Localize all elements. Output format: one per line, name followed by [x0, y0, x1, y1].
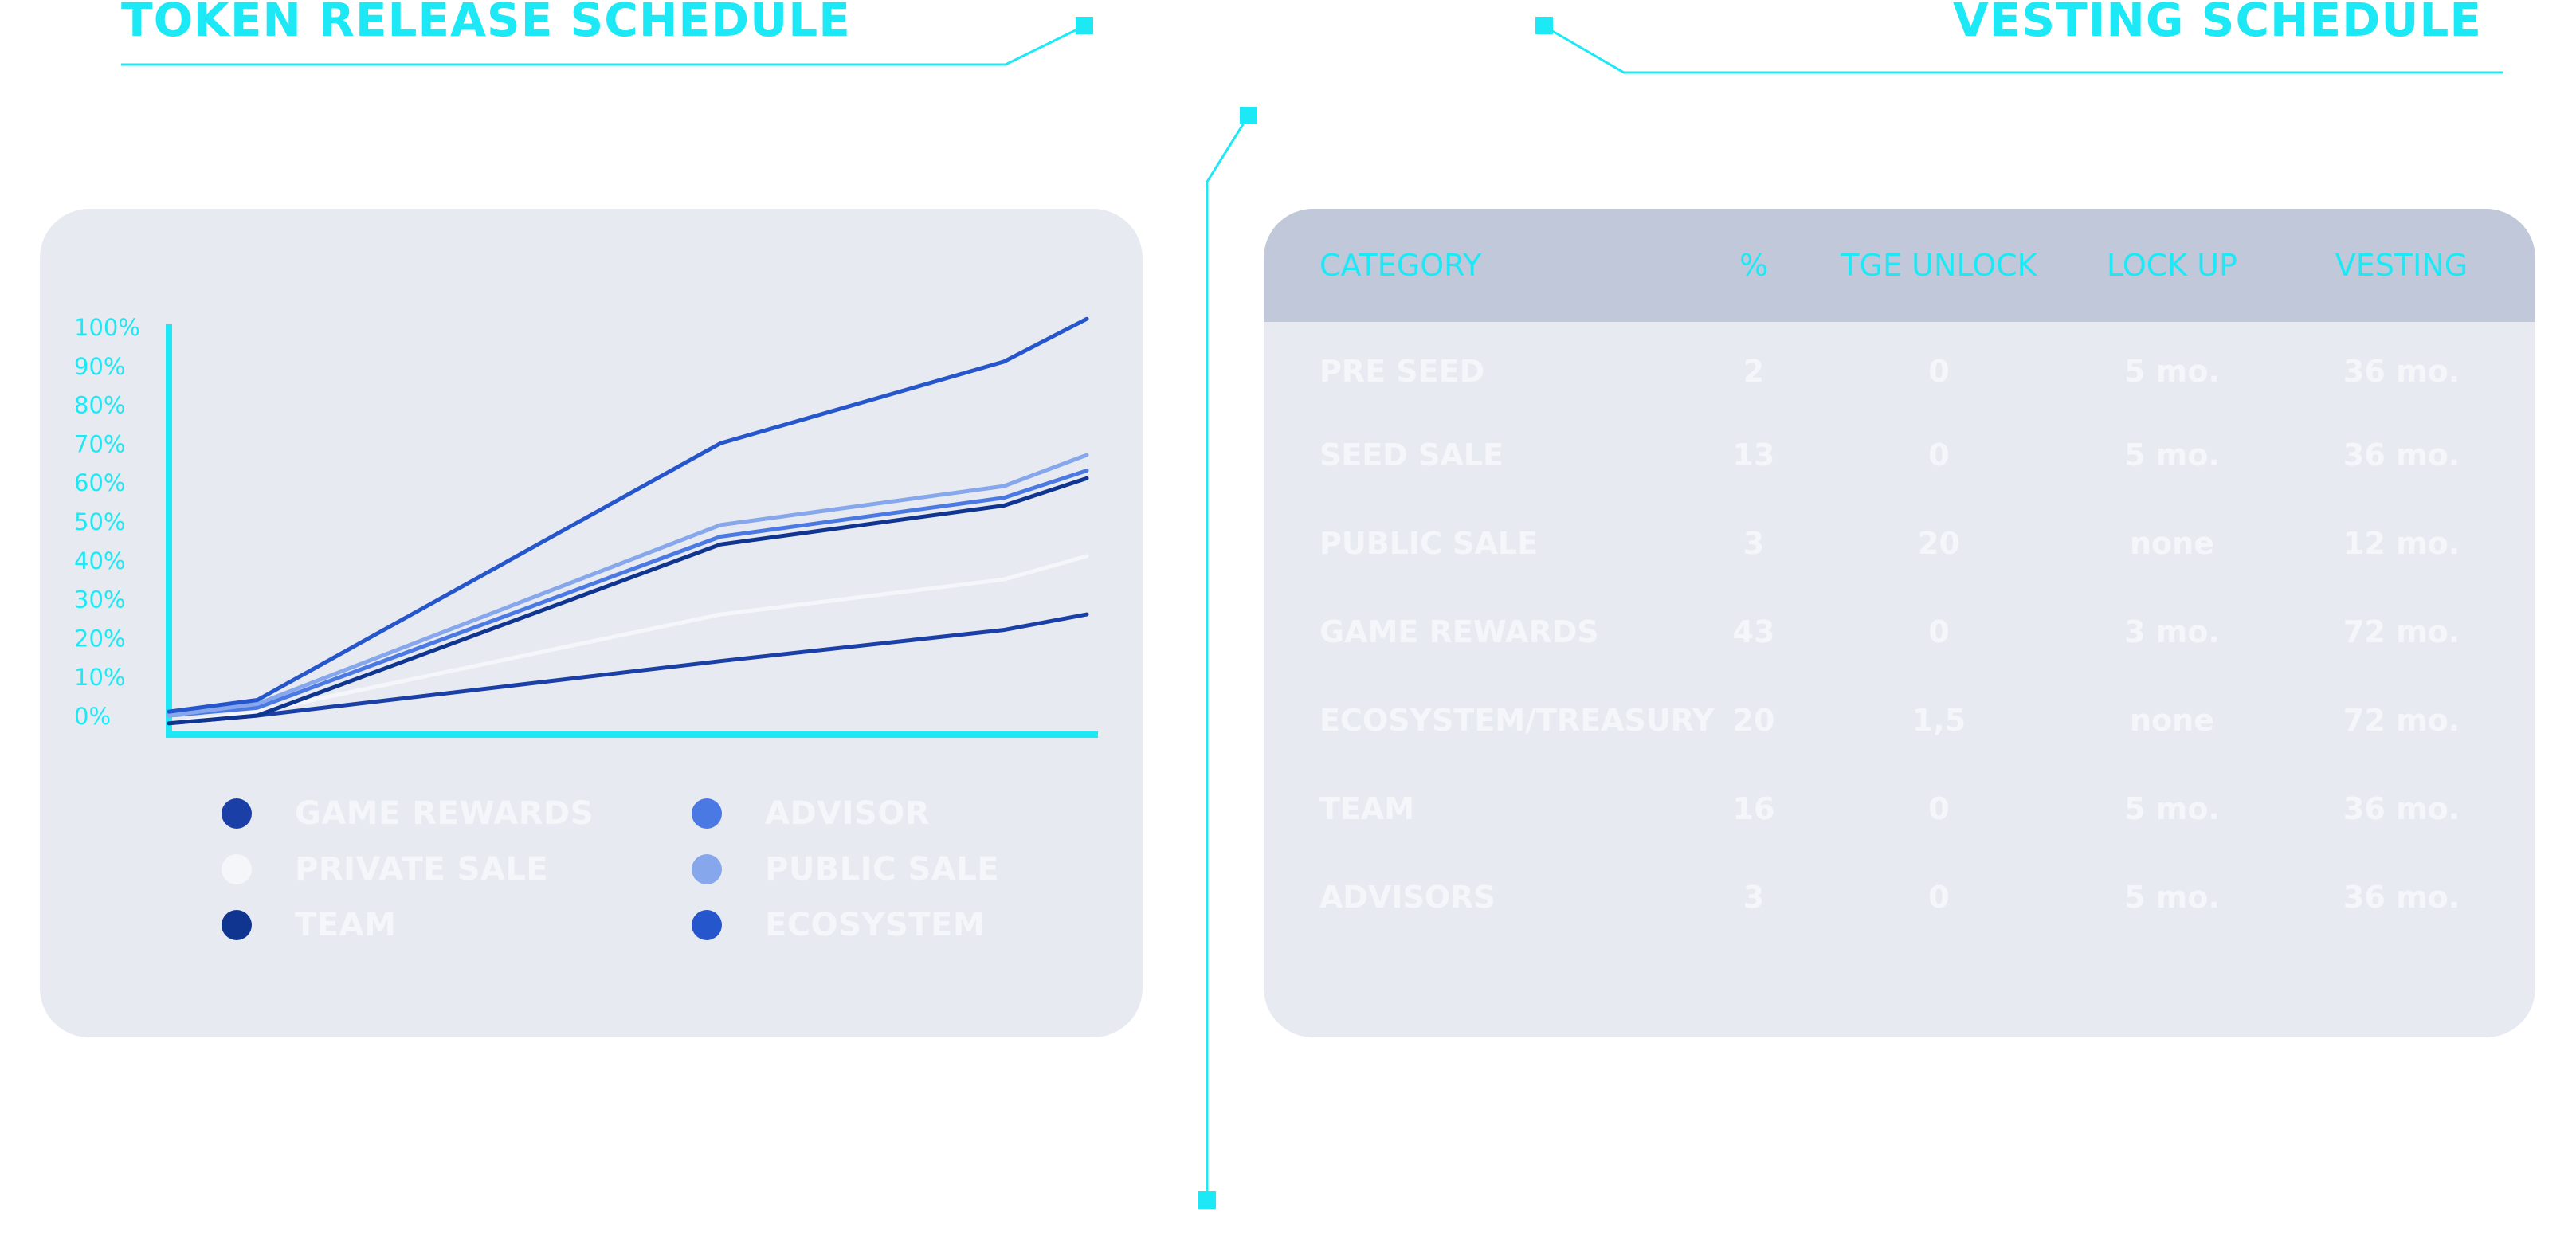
table-row: TEAM 16 0 5 mo. 36 mo.: [1264, 764, 2535, 853]
table-row: PUBLIC SALE 3 20 none 12 mo.: [1264, 499, 2535, 587]
chart-legend: GAME REWARDS ADVISOR PRIVATE SALE PUBLIC…: [222, 795, 1018, 943]
cell-category: ADVISORS: [1319, 879, 1496, 915]
y-tick-label: 0%: [74, 703, 111, 730]
cell-percent: 3: [1743, 879, 1765, 915]
y-tick-label: 50%: [74, 508, 125, 535]
legend-item: PUBLIC SALE: [692, 851, 1018, 888]
series-line-ecosystem: [167, 316, 1089, 714]
cell-tge-unlock: 0: [1928, 353, 1950, 389]
legend-label: GAME REWARDS: [295, 795, 594, 832]
cell-vesting: 36 mo.: [2343, 790, 2460, 826]
header-vesting: VESTING: [2335, 248, 2468, 283]
legend-label: ADVISOR: [765, 795, 931, 832]
cell-category: PUBLIC SALE: [1319, 525, 1539, 561]
cell-category: GAME REWARDS: [1319, 614, 1599, 649]
legend-swatch: [222, 910, 252, 940]
divider-bottom-node: [1198, 1191, 1216, 1209]
cell-tge-unlock: 0: [1928, 437, 1950, 473]
cell-percent: 2: [1743, 353, 1765, 389]
table-row: SEED SALE 13 0 5 mo. 36 mo.: [1264, 410, 2535, 499]
cell-lock-up: none: [2130, 525, 2214, 561]
release-line-chart: 0% 10% 20% 30% 40% 50% 60% 70% 80% 90% 100%: [74, 314, 1098, 738]
cell-percent: 16: [1732, 790, 1775, 826]
cell-percent: 13: [1732, 437, 1775, 473]
vesting-table: CATEGORY % TGE UNLOCK LOCK UP VESTING PR…: [1264, 209, 2535, 941]
series-line-private-sale: [167, 554, 1089, 726]
legend-label: ECOSYSTEM: [765, 907, 986, 943]
header-category: CATEGORY: [1319, 248, 1482, 283]
cell-vesting: 72 mo.: [2343, 614, 2460, 649]
legend-swatch: [692, 798, 722, 829]
cell-lock-up: 3 mo.: [2124, 614, 2220, 649]
cell-percent: 43: [1732, 614, 1775, 649]
cell-tge-unlock: 0: [1928, 614, 1950, 649]
cell-tge-unlock: 0: [1928, 879, 1950, 915]
legend-swatch: [222, 854, 252, 884]
token-release-title: TOKEN RELEASE SCHEDULE: [121, 0, 851, 47]
cell-lock-up: 5 mo.: [2124, 790, 2220, 826]
legend-swatch: [692, 854, 722, 884]
cell-lock-up: none: [2130, 702, 2214, 738]
vesting-schedule-card: CATEGORY % TGE UNLOCK LOCK UP VESTING PR…: [1264, 209, 2535, 1037]
header-lock-up: LOCK UP: [2107, 248, 2237, 283]
table-row: PRE SEED 2 0 5 mo. 36 mo.: [1264, 322, 2535, 410]
cell-tge-unlock: 1,5: [1911, 702, 1966, 738]
legend-item: ECOSYSTEM: [692, 907, 1018, 943]
right-title-node: [1535, 17, 1553, 34]
legend-item: TEAM: [222, 907, 692, 943]
cell-percent: 3: [1743, 525, 1765, 561]
cell-vesting: 72 mo.: [2343, 702, 2460, 738]
legend-item: GAME REWARDS: [222, 795, 692, 832]
y-tick-label: 60%: [74, 469, 125, 496]
y-tick-label: 40%: [74, 547, 125, 574]
cell-lock-up: 5 mo.: [2124, 353, 2220, 389]
y-tick-label: 30%: [74, 586, 125, 614]
legend-item: PRIVATE SALE: [222, 851, 692, 888]
cell-category: PRE SEED: [1319, 353, 1485, 389]
table-header-row: CATEGORY % TGE UNLOCK LOCK UP VESTING: [1264, 209, 2535, 322]
series-line-game-rewards: [167, 612, 1089, 726]
series-line-public-sale: [167, 453, 1089, 718]
legend-swatch: [222, 798, 252, 829]
cell-percent: 20: [1732, 702, 1775, 738]
table-row: ADVISORS 3 0 5 mo. 36 mo.: [1264, 853, 2535, 941]
cell-category: TEAM: [1319, 790, 1415, 826]
cell-category: SEED SALE: [1319, 437, 1504, 473]
cell-vesting: 36 mo.: [2343, 353, 2460, 389]
y-tick-label: 100%: [74, 314, 140, 341]
cell-vesting: 36 mo.: [2343, 437, 2460, 473]
legend-label: TEAM: [295, 907, 397, 943]
legend-item: ADVISOR: [692, 795, 1018, 832]
y-tick-label: 20%: [74, 625, 125, 652]
cell-tge-unlock: 20: [1918, 525, 1960, 561]
legend-label: PRIVATE SALE: [295, 851, 549, 888]
cell-category: ECOSYSTEM/TREASURY: [1319, 702, 1715, 738]
table-row: GAME REWARDS 43 0 3 mo. 72 mo.: [1264, 587, 2535, 676]
cell-tge-unlock: 0: [1928, 790, 1950, 826]
left-title-underline: [121, 25, 1084, 66]
legend-swatch: [692, 910, 722, 940]
divider-top-node: [1240, 107, 1257, 124]
token-release-card: 0% 10% 20% 30% 40% 50% 60% 70% 80% 90% 100% GAME R…: [40, 209, 1143, 1037]
table-row: ECOSYSTEM/TREASURY 20 1,5 none 72 mo.: [1264, 676, 2535, 764]
cell-lock-up: 5 mo.: [2124, 879, 2220, 915]
series-line-team: [167, 476, 1089, 726]
y-tick-label: 10%: [74, 664, 125, 691]
cell-vesting: 36 mo.: [2343, 879, 2460, 915]
cell-lock-up: 5 mo.: [2124, 437, 2220, 473]
vesting-schedule-title: VESTING SCHEDULE: [1952, 0, 2482, 47]
header-tge-unlock: TGE UNLOCK: [1841, 248, 2037, 283]
divider-line: [1206, 115, 1250, 1200]
left-title-node: [1076, 17, 1093, 34]
y-tick-label: 70%: [74, 430, 125, 457]
y-tick-label: 80%: [74, 392, 125, 419]
cell-vesting: 12 mo.: [2343, 525, 2460, 561]
header-percent: %: [1739, 248, 1769, 283]
y-tick-label: 90%: [74, 353, 125, 380]
legend-label: PUBLIC SALE: [765, 851, 1000, 888]
series-line-advisor: [167, 469, 1089, 718]
right-title-underline: [1543, 25, 2503, 74]
